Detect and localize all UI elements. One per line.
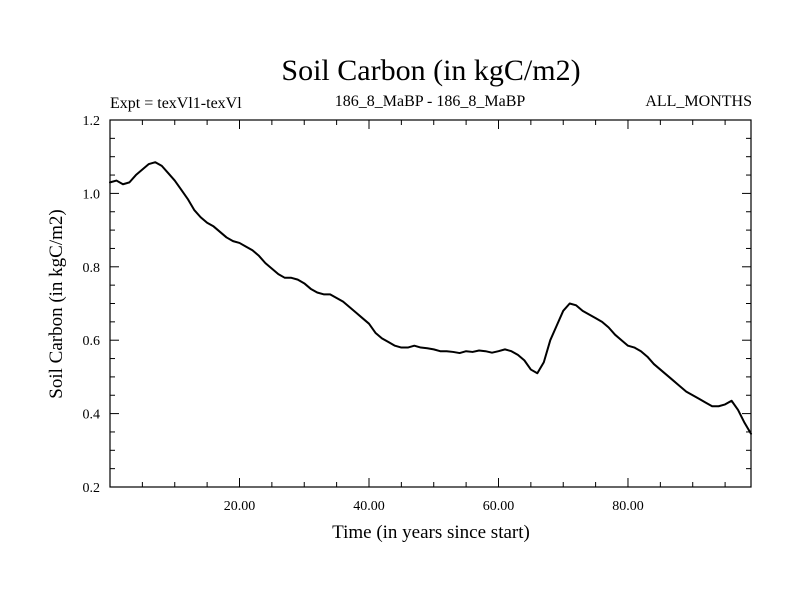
chart-subtitle-months: ALL_MONTHS	[645, 93, 752, 110]
y-axis-label: Soil Carbon (in kgC/m2)	[46, 209, 67, 398]
y-tick-label: 1.2	[83, 114, 101, 129]
series-line	[109, 161, 752, 435]
y-tick-label: 0.4	[83, 408, 101, 423]
y-tick-label: 1.0	[83, 187, 101, 202]
chart-title: Soil Carbon (in kgC/m2)	[281, 54, 580, 87]
chart-subtitle-period: 186_8_MaBP - 186_8_MaBP	[335, 93, 526, 110]
x-axis-label: Time (in years since start)	[332, 522, 530, 543]
axis-ticks: 20.00 40.00 60.00 80.00 0.2 0.4 0.6 0.8 1.0 1.2	[83, 114, 751, 514]
y-tick-label: 0.8	[83, 261, 101, 276]
y-tick-label: 0.2	[83, 481, 101, 496]
x-tick-label: 60.00	[483, 499, 515, 514]
x-tick-label: 40.00	[353, 499, 385, 514]
series-layer	[109, 161, 752, 435]
chart-subtitle-experiment: Expt = texVl1-texVl	[110, 95, 242, 112]
y-tick-label: 0.6	[83, 334, 101, 349]
plot-frame	[109, 119, 752, 488]
x-tick-label: 80.00	[612, 499, 644, 514]
x-tick-label: 20.00	[224, 499, 256, 514]
